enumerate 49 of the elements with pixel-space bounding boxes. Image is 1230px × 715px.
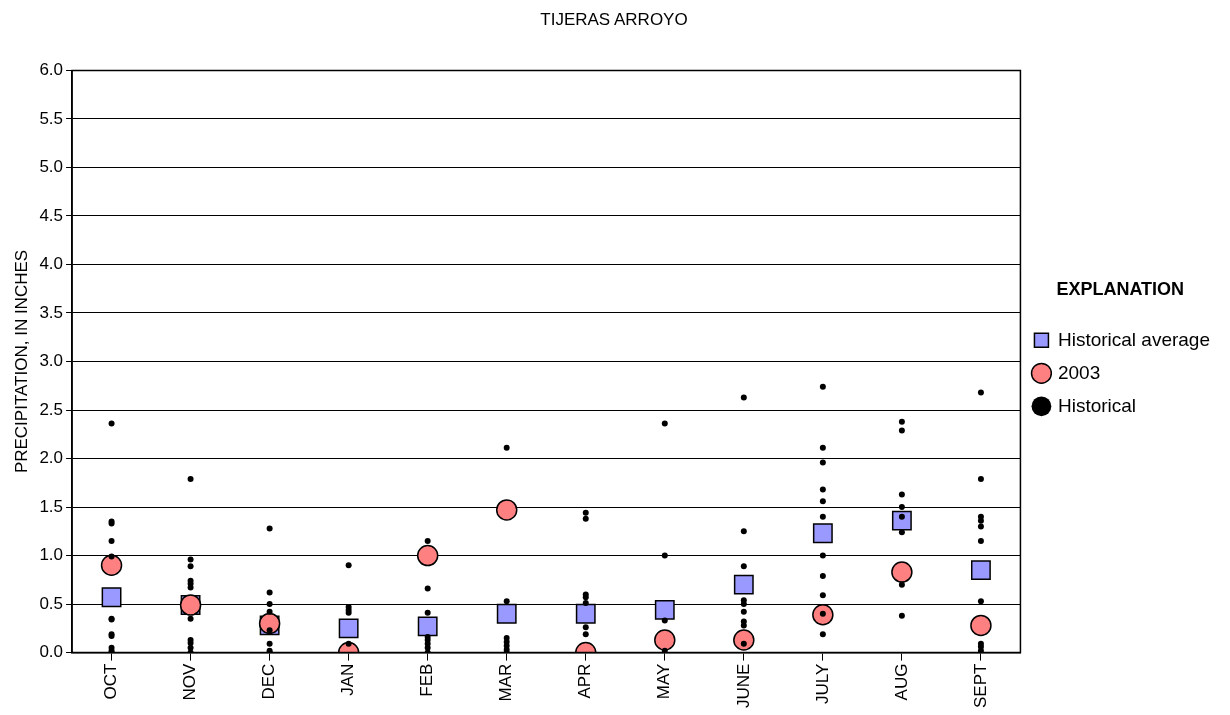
y-tick-label: 3.0 [39,351,64,371]
point [417,616,438,637]
point [495,499,518,521]
y-tick-label: 5.5 [39,108,64,128]
x-tick-label: APR [575,663,595,699]
y-axis-title: PRECIPITATION, IN INCHES [11,249,31,474]
x-tick-label: MAR [496,663,516,702]
legend-label: 2003 [1057,361,1101,383]
x-tick-label: DEC [259,663,279,700]
x-tick-label: SEPT [970,663,990,709]
point [101,587,122,608]
x-tick-label: NOV [180,662,200,701]
point [970,560,991,581]
y-tick-label: 4.5 [39,205,64,225]
y-tick-label: 6.0 [39,60,64,80]
x-tick-label: JULY [812,663,832,704]
point [575,603,596,624]
x-tick-label: OCT [101,663,121,700]
y-tick-label: 0.5 [39,593,64,613]
y-tick-label: 1.5 [39,496,64,516]
y-tick-label: 2.0 [39,448,64,468]
y-tick-label: 2.5 [39,399,64,419]
x-tick-label: JUNE [733,663,753,709]
legend-label: Historical average [1057,328,1211,350]
legend-label: Historical [1057,394,1137,416]
point [654,629,676,651]
x-tick-label: AUG [891,663,911,701]
point [812,604,834,626]
point [733,574,754,595]
point [812,523,833,544]
y-tick-label: 0.0 [39,642,64,662]
chart-title: TIJERAS ARROYO [540,9,688,29]
y-tick-label: 4.0 [39,254,64,274]
y-tick-label: 1.0 [39,545,64,565]
point [970,614,992,637]
point [733,629,755,651]
legend-title: EXPLANATION [1056,279,1185,300]
x-tick-label: JAN [338,663,358,696]
x-tick-label: MAY [654,663,674,700]
point [338,618,359,639]
point [100,554,123,577]
point [496,603,517,624]
y-tick-label: 3.5 [39,302,64,322]
point [654,599,675,620]
point [891,561,913,583]
y-tick-label: 5.0 [39,157,64,177]
point [891,510,912,531]
point [416,544,439,567]
x-tick-label: FEB [417,663,437,697]
